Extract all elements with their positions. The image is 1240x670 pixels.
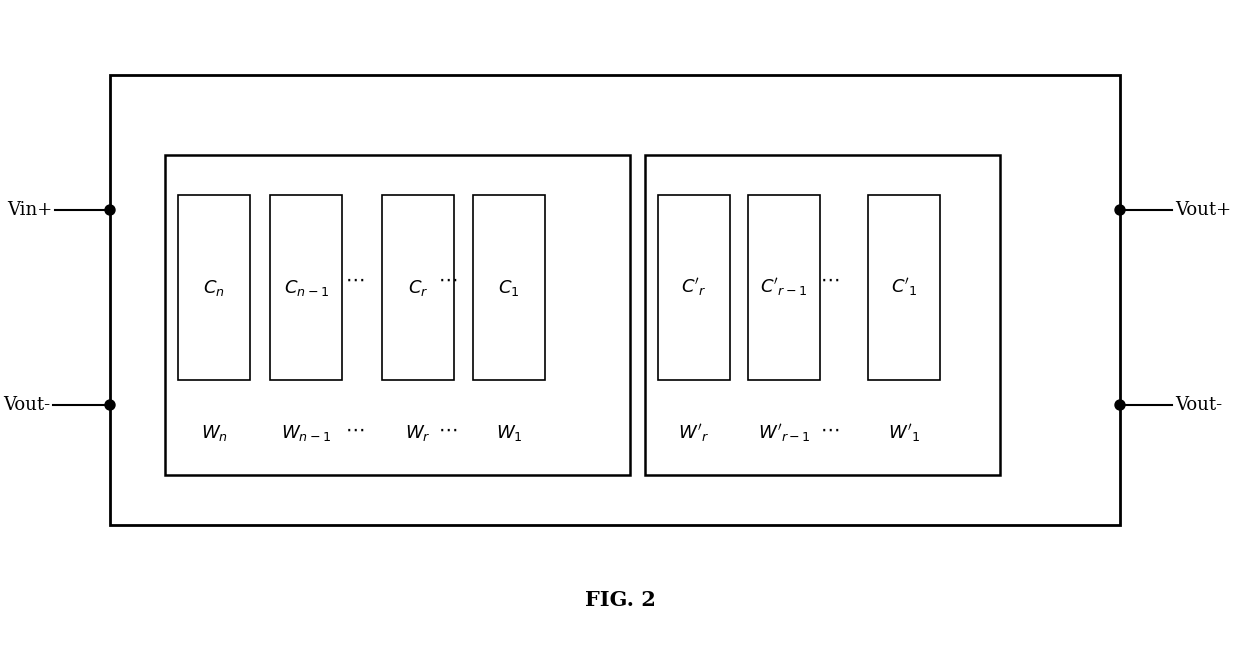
Text: $W_n$: $W_n$ — [201, 423, 227, 443]
Bar — [165, 155, 630, 475]
Text: Vout-: Vout- — [1176, 396, 1223, 414]
Text: $W'_r$: $W'_r$ — [678, 422, 709, 444]
Bar — [472, 195, 546, 380]
Text: $\cdots$: $\cdots$ — [346, 271, 365, 289]
Text: $W_{n-1}$: $W_{n-1}$ — [281, 423, 331, 443]
Text: $W'_{r-1}$: $W'_{r-1}$ — [758, 422, 811, 444]
Bar — [382, 195, 454, 380]
Circle shape — [105, 400, 115, 410]
Text: $\cdots$: $\cdots$ — [821, 271, 839, 289]
Text: $W_1$: $W_1$ — [496, 423, 522, 443]
Bar — [270, 195, 342, 380]
Text: $\cdots$: $\cdots$ — [821, 421, 839, 439]
Text: Vout-: Vout- — [2, 396, 50, 414]
Text: $W'_1$: $W'_1$ — [888, 422, 920, 444]
Text: $C_{n-1}$: $C_{n-1}$ — [284, 277, 329, 297]
Circle shape — [1115, 400, 1125, 410]
Text: $W_n$: $W_n$ — [201, 423, 227, 443]
Text: $W_{n-1}$: $W_{n-1}$ — [281, 423, 331, 443]
Circle shape — [1115, 205, 1125, 215]
Text: $\cdots$: $\cdots$ — [346, 421, 365, 439]
Text: $W'_r$: $W'_r$ — [678, 422, 709, 444]
Text: $\cdots$: $\cdots$ — [439, 421, 458, 439]
Text: $W'_{r-1}$: $W'_{r-1}$ — [758, 422, 811, 444]
Text: $C'_{r-1}$: $C'_{r-1}$ — [760, 277, 807, 299]
Text: FIG. 2: FIG. 2 — [584, 590, 656, 610]
Text: $\cdots$: $\cdots$ — [439, 271, 458, 289]
Bar — [110, 75, 1120, 525]
Text: $W_1$: $W_1$ — [496, 423, 522, 443]
Text: $W_r$: $W_r$ — [405, 423, 430, 443]
Bar — [868, 195, 940, 380]
Text: Vin+: Vin+ — [6, 201, 52, 219]
Bar — [658, 195, 730, 380]
Text: $C_n$: $C_n$ — [203, 277, 224, 297]
Text: $W'_1$: $W'_1$ — [888, 422, 920, 444]
Bar — [748, 195, 820, 380]
Text: $W_r$: $W_r$ — [405, 423, 430, 443]
Bar — [179, 195, 250, 380]
Circle shape — [105, 205, 115, 215]
Text: $C'_r$: $C'_r$ — [681, 277, 707, 299]
Text: $C'_1$: $C'_1$ — [890, 277, 918, 299]
Text: $C_1$: $C_1$ — [498, 277, 520, 297]
Text: Vout+: Vout+ — [1176, 201, 1231, 219]
Bar — [645, 155, 999, 475]
Text: $C_r$: $C_r$ — [408, 277, 428, 297]
